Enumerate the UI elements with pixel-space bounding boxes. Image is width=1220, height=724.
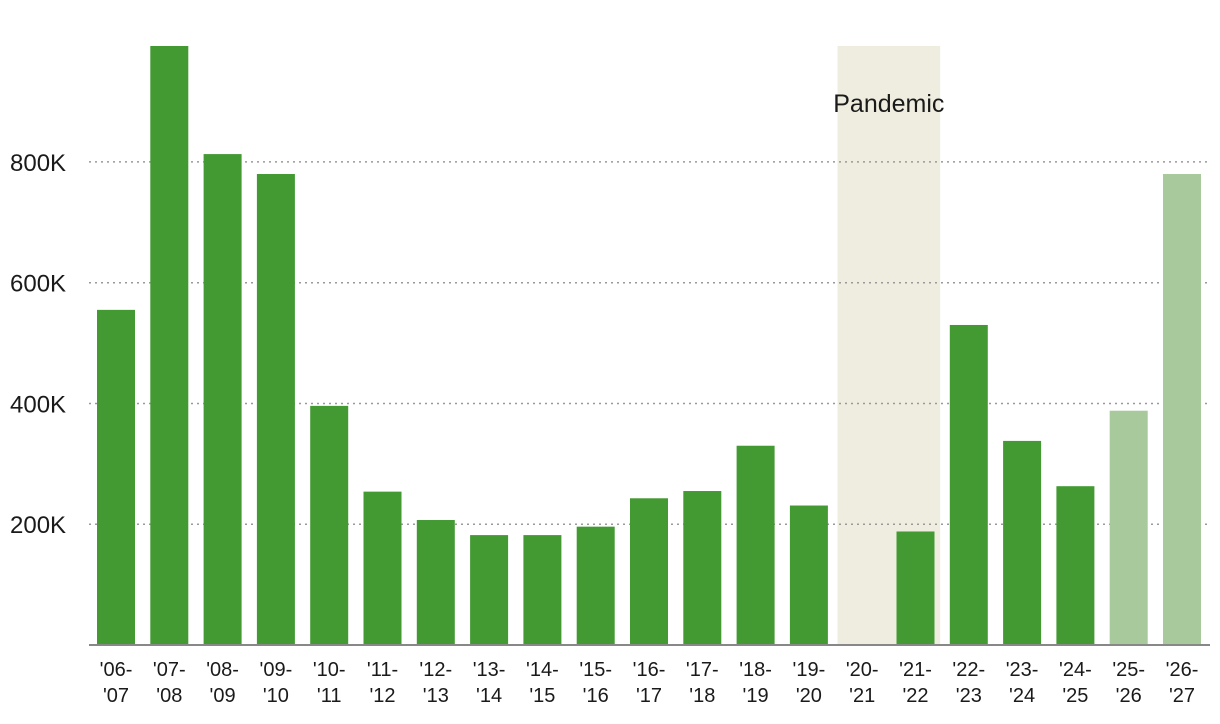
- bar: [416, 520, 455, 645]
- x-tick-label: '16- '17: [633, 659, 666, 707]
- x-tick-label-line1: '23-: [1006, 659, 1039, 681]
- bar: [470, 535, 509, 645]
- x-tick-label: '20- '21: [846, 659, 879, 707]
- x-tick-label-line1: '11-: [367, 659, 398, 681]
- x-tick-label: '12- '13: [419, 659, 452, 707]
- y-tick-label: 800K: [10, 150, 66, 177]
- bar: [97, 309, 135, 645]
- x-tick-label: '11- '12: [367, 659, 398, 707]
- x-tick-label-line1: '13-: [473, 659, 506, 681]
- bar: [896, 531, 935, 645]
- x-tick-label-line2: '16: [583, 685, 609, 707]
- x-tick-label-line1: '16-: [633, 659, 666, 681]
- x-tick-label-line2: '27: [1169, 685, 1195, 707]
- y-tick-label: 600K: [10, 271, 66, 298]
- x-tick-label: '24- '25: [1059, 659, 1092, 707]
- x-tick-label-line2: '10: [263, 685, 289, 707]
- x-tick-label-line2: '13: [423, 685, 449, 707]
- x-tick-label-line1: '21-: [899, 659, 932, 681]
- x-tick-label: '09- '10: [260, 659, 293, 707]
- x-tick-label-line1: '07-: [153, 659, 186, 681]
- bar: [1163, 174, 1201, 646]
- x-tick-label-line1: '08-: [206, 659, 239, 681]
- bar: [1109, 410, 1148, 645]
- x-tick-label-line2: '23: [956, 685, 982, 707]
- x-tick-label-line1: '26-: [1166, 659, 1199, 681]
- x-tick-label: '13- '14: [473, 659, 506, 707]
- bar: [1056, 486, 1095, 645]
- pandemic-band-label: Pandemic: [833, 90, 944, 118]
- bar: [949, 324, 988, 645]
- bar: [1003, 440, 1042, 645]
- bar: [523, 535, 562, 645]
- x-tick-label-line2: '09: [210, 685, 236, 707]
- x-tick-label-line1: '24-: [1059, 659, 1092, 681]
- bar: [683, 491, 722, 645]
- bar: [363, 491, 402, 645]
- x-tick-label: '06- '07: [100, 659, 133, 707]
- x-tick-label: '10- '11: [313, 659, 346, 707]
- bar: [256, 174, 295, 646]
- bar: [736, 445, 775, 645]
- bar: [310, 405, 349, 645]
- x-tick-label: '25- '26: [1112, 659, 1145, 707]
- y-tick-label: 200K: [10, 512, 66, 539]
- bar: [576, 526, 615, 645]
- x-tick-label: '21- '22: [899, 659, 932, 707]
- x-tick-label: '18- '19: [739, 659, 772, 707]
- x-tick-label-line1: '15-: [579, 659, 612, 681]
- x-tick-label-line2: '14: [476, 685, 502, 707]
- bar-layer: [97, 46, 1201, 646]
- x-tick-label-line2: '12: [369, 685, 395, 707]
- x-tick-label-line2: '07: [103, 685, 129, 707]
- x-tick-label-line1: '18-: [739, 659, 772, 681]
- x-tick-label-line2: '18: [689, 685, 715, 707]
- x-tick-label: '17- '18: [686, 659, 719, 707]
- x-tick-label-line1: '17-: [686, 659, 719, 681]
- x-tick-label-line2: '15: [529, 685, 555, 707]
- x-tick-label: '15- '16: [579, 659, 612, 707]
- x-tick-label: '23- '24: [1006, 659, 1039, 707]
- bar: [789, 505, 828, 645]
- y-tick-label: 400K: [10, 391, 66, 418]
- x-tick-label-line2: '19: [743, 685, 769, 707]
- x-tick-label-line2: '25: [1062, 685, 1088, 707]
- x-tick-label-line2: '20: [796, 685, 822, 707]
- x-tick-label-line1: '20-: [846, 659, 879, 681]
- x-tick-label-line1: '10-: [313, 659, 346, 681]
- x-tick-label: '19- '20: [793, 659, 826, 707]
- bar: [630, 498, 668, 645]
- x-tick-label-line1: '14-: [526, 659, 559, 681]
- x-tick-label-line1: '25-: [1112, 659, 1145, 681]
- label-layer: 200K 400K 600K 800K '06- '07 '07- '08 '08- '09 '09…: [10, 150, 1198, 707]
- x-tick-label: '08- '09: [206, 659, 239, 707]
- x-tick-label-line1: '22-: [952, 659, 985, 681]
- bar: [150, 46, 189, 645]
- x-tick-label-line2: '22: [902, 685, 928, 707]
- x-tick-label: '22- '23: [952, 659, 985, 707]
- x-tick-label-line2: '21: [849, 685, 875, 707]
- x-tick-label-line2: '08: [156, 685, 182, 707]
- x-tick-label-line1: '09-: [260, 659, 293, 681]
- x-tick-label: '26- '27: [1166, 659, 1199, 707]
- x-tick-label-line2: '17: [636, 685, 662, 707]
- x-tick-label-line1: '19-: [793, 659, 826, 681]
- x-tick-label-line2: '24: [1009, 685, 1035, 707]
- x-tick-label: '07- '08: [153, 659, 186, 707]
- x-tick-label-line2: '11: [317, 685, 342, 707]
- x-tick-label-line2: '26: [1116, 685, 1142, 707]
- x-tick-label-line1: '12-: [419, 659, 452, 681]
- x-tick-label-line1: '06-: [100, 659, 133, 681]
- bar: [203, 154, 242, 645]
- band-layer: Pandemic: [833, 46, 944, 645]
- x-tick-label: '14- '15: [526, 659, 559, 707]
